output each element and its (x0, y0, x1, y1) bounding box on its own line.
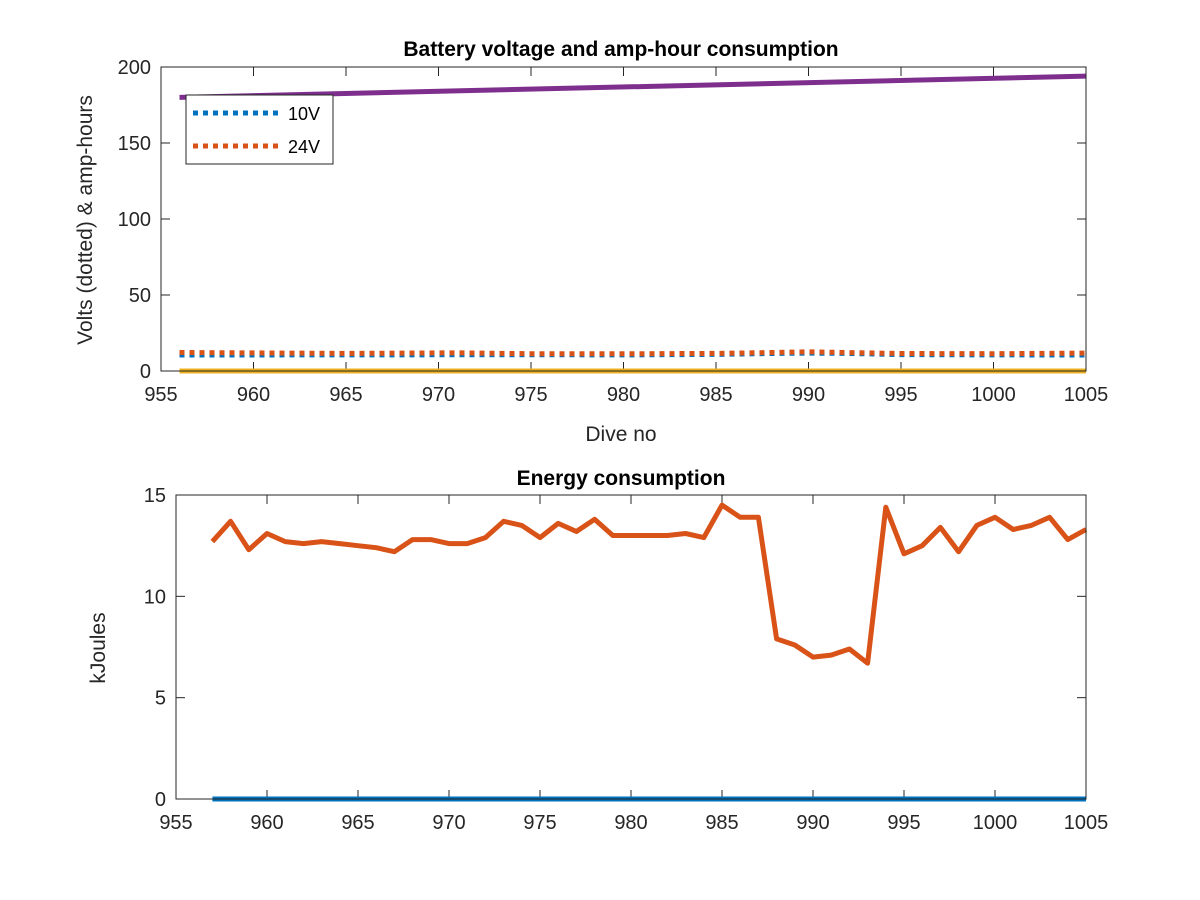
energy-x-tick-label: 1005 (1064, 812, 1109, 834)
energy-x-tick-label: 985 (705, 812, 738, 834)
energy-y-tick-label: 15 (144, 485, 166, 507)
battery-x-tick-label: 965 (329, 384, 362, 406)
battery-y-tick-label: 100 (118, 209, 151, 231)
energy-axes: Energy consumption kJoules 955 960 965 970 9… (87, 467, 1108, 834)
energy-y-tick-label: 10 (144, 586, 166, 608)
energy-x-tick-label: 1000 (973, 812, 1018, 834)
battery-x-tick-label: 1005 (1064, 384, 1109, 406)
battery-chart-title: Battery voltage and amp-hour consumption (403, 38, 838, 61)
energy-y-tick-label: 0 (155, 789, 166, 811)
battery-x-tick-label: 985 (699, 384, 732, 406)
energy-chart-title: Energy consumption (517, 467, 726, 490)
legend-box (185, 94, 334, 165)
battery-x-tick-label: 975 (514, 384, 547, 406)
battery-y-tick-label: 50 (129, 285, 151, 307)
energy-x-tick-label: 980 (614, 812, 647, 834)
battery-x-tick-label: 995 (884, 384, 917, 406)
battery-x-tick-label: 980 (607, 384, 640, 406)
battery-x-tick-label: 955 (144, 384, 177, 406)
energy-x-tick-label: 960 (250, 812, 283, 834)
legend-label-24v: 24V (288, 137, 320, 157)
energy-x-tick-label: 955 (159, 812, 192, 834)
energy-y-axis-label: kJoules (87, 612, 110, 683)
energy-ticks: 955 960 965 970 975 980 985 990 995 1000 1005 0 5 10 1… (144, 485, 1109, 834)
energy-x-tick-label: 965 (341, 812, 374, 834)
battery-ticks: 955 960 965 970 975 980 985 990 995 1000 1005 0 50 10… (118, 57, 1109, 406)
energy-series-line-0 (210, 502, 1088, 666)
battery-x-tick-label: 970 (422, 384, 455, 406)
battery-y-tick-label: 0 (140, 361, 151, 383)
battery-legend: 10V 24V (185, 94, 334, 165)
battery-series-line-24v (179, 349, 1087, 357)
battery-x-axis-label: Dive no (585, 423, 656, 446)
battery-y-tick-label: 200 (118, 57, 151, 79)
battery-axes-box (160, 66, 1087, 372)
energy-x-tick-label: 975 (523, 812, 556, 834)
energy-x-tick-label: 990 (796, 812, 829, 834)
battery-y-axis-label: Volts (dotted) & amp-hours (74, 95, 97, 345)
battery-x-tick-label: 1000 (971, 384, 1016, 406)
battery-x-tick-label: 960 (237, 384, 270, 406)
energy-y-tick-label: 5 (155, 688, 166, 710)
battery-series-line-2 (179, 73, 1087, 100)
legend-label-10v: 10V (288, 104, 320, 124)
battery-axes: Battery voltage and amp-hour consumption… (74, 38, 1108, 446)
battery-y-tick-label: 150 (118, 133, 151, 155)
energy-x-tick-label: 995 (887, 812, 920, 834)
energy-axes-box (175, 494, 1087, 800)
energy-x-tick-label: 970 (432, 812, 465, 834)
battery-x-tick-label: 990 (792, 384, 825, 406)
